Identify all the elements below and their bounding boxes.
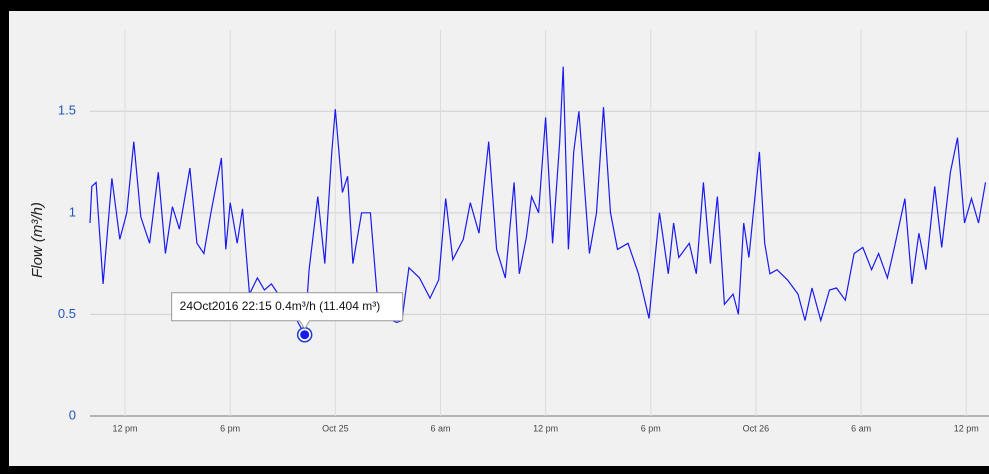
- x-tick-label: 6 pm: [220, 423, 240, 433]
- x-tick-label: 6 pm: [641, 423, 661, 433]
- chart-background: [9, 11, 989, 466]
- x-tick-label: 12 pm: [954, 423, 979, 433]
- x-tick-label: 6 am: [430, 423, 450, 433]
- x-tick-label: Oct 25: [322, 423, 349, 433]
- x-tick-label: 6 am: [851, 423, 871, 433]
- x-tick-label: Oct 26: [743, 423, 770, 433]
- y-tick-label: 0.5: [58, 306, 76, 321]
- tooltip: 24Oct2016 22:15 0.4m³/h (11.404 m³): [171, 292, 404, 330]
- y-tick-label: 1: [69, 204, 76, 219]
- y-tick-label: 0: [69, 407, 76, 422]
- y-axis-label: Flow (m³/h): [29, 202, 46, 278]
- tooltip-text: 24Oct2016 22:15 0.4m³/h (11.404 m³): [180, 299, 381, 313]
- x-tick-label: 12 pm: [113, 423, 138, 433]
- tooltip-box: [171, 292, 404, 330]
- x-tick-label: 12 pm: [533, 423, 558, 433]
- highlight-point-core: [300, 330, 310, 340]
- flow-line: [89, 66, 987, 337]
- y-tick-label: 1.5: [58, 103, 76, 118]
